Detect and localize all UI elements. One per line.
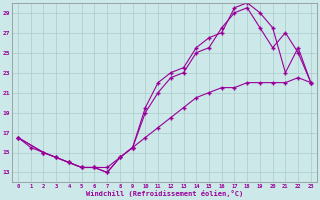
X-axis label: Windchill (Refroidissement éolien,°C): Windchill (Refroidissement éolien,°C) — [86, 190, 243, 197]
